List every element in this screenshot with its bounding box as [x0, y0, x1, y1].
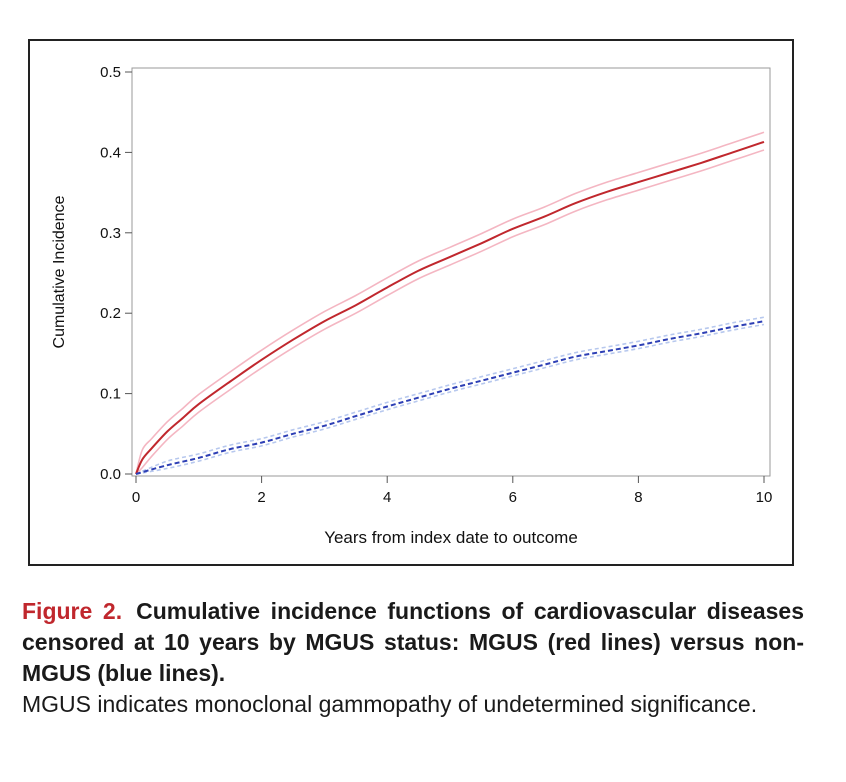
y-tick-label: 0.1: [100, 386, 121, 403]
series-non-MGUS-line: [135, 320, 765, 475]
figure-label: Figure 2.: [22, 598, 123, 624]
y-tick-label: 0.0: [100, 466, 121, 483]
y-tick-label: 0.3: [100, 225, 121, 242]
figure-caption: Figure 2. Cumulative incidence functions …: [22, 596, 804, 720]
plot-area: [131, 67, 771, 477]
x-axis-label: Years from index date to outcome: [324, 528, 578, 547]
figure-title: Cumulative incidence functions of cardio…: [22, 598, 805, 686]
y-tick-label: 0.5: [100, 64, 121, 81]
x-tick-label: 6: [509, 489, 517, 506]
x-tick-label: 0: [132, 489, 140, 506]
x-tick-label: 4: [383, 489, 391, 506]
figure-frame: 0 2 4 6 8 10 0.0 0.1 0.2 0.3 0.4 0.5 Years from in…: [28, 39, 794, 566]
series-non-MGUS-lower-ci: [135, 323, 765, 475]
series-MGUS-upper-ci: [135, 131, 765, 475]
x-tick-label: 2: [257, 489, 265, 506]
x-tick-label: 8: [634, 489, 642, 506]
x-tick-label: 10: [756, 489, 773, 506]
caption-title-block: Figure 2. Cumulative incidence functions …: [22, 596, 804, 689]
series-non-MGUS-upper-ci: [135, 316, 765, 475]
y-tick-label: 0.4: [100, 144, 121, 161]
y-axis-label: Cumulative Incidence: [51, 195, 68, 348]
y-tick-label: 0.2: [100, 305, 121, 322]
cumulative-incidence-chart: 0 2 4 6 8 10 0.0 0.1 0.2 0.3 0.4 0.5 Years from in…: [51, 64, 773, 547]
series-MGUS-lower-ci: [135, 149, 765, 475]
figure-note: MGUS indicates monoclonal gammopathy of …: [22, 691, 758, 717]
series-MGUS-line: [135, 140, 765, 475]
